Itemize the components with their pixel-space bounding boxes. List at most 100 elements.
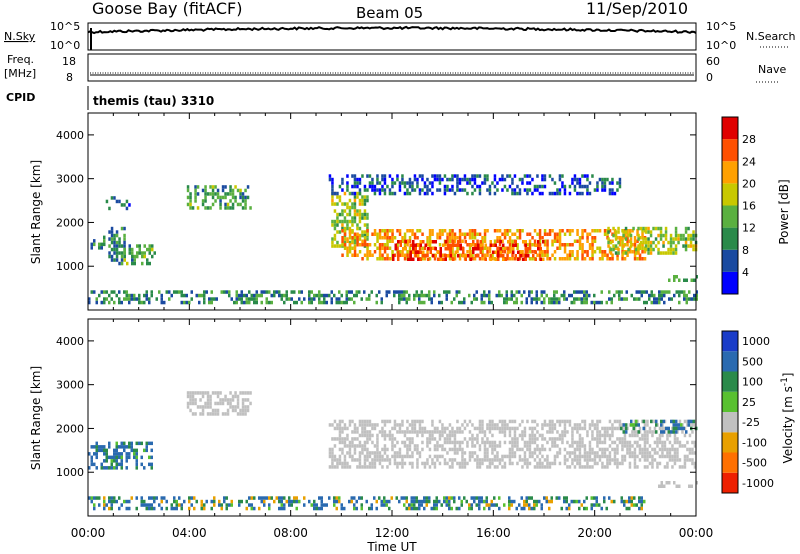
echo-cell: [108, 254, 111, 259]
echo-cell: [449, 254, 452, 258]
echo-cell: [548, 426, 552, 431]
echo-cell: [512, 250, 515, 254]
echo-cell: [638, 243, 642, 247]
echo-cell: [345, 297, 348, 301]
echo-cell: [578, 465, 582, 469]
echo-cell: [456, 461, 459, 466]
time-axis-label: Time UT: [366, 540, 417, 554]
echo-cell: [405, 496, 408, 500]
echo-cell: [478, 444, 482, 448]
echo-cell: [558, 496, 561, 500]
echo-cell: [478, 430, 482, 434]
echo-cell: [201, 202, 205, 207]
echo-cell: [502, 257, 505, 261]
echo-cell: [441, 253, 444, 257]
echo-cell: [128, 244, 131, 248]
echo-cell: [356, 209, 359, 213]
echo-cell: [667, 426, 670, 431]
echo-cell: [118, 462, 121, 467]
echo-cell: [626, 229, 629, 233]
echo-cell: [123, 203, 126, 207]
echo-cell: [486, 440, 489, 445]
echo-cell: [383, 188, 387, 192]
echo-cell: [341, 219, 344, 224]
echo-cell: [637, 251, 640, 255]
echo-cell: [229, 192, 232, 196]
echo-cell: [617, 226, 620, 231]
echo-cell: [378, 229, 382, 233]
echo-cell: [459, 247, 462, 251]
echo-cell: [551, 426, 554, 431]
echo-cell: [244, 408, 247, 413]
echo-cell: [528, 506, 531, 511]
echo-cell: [461, 239, 464, 243]
echo-cell: [413, 423, 417, 427]
echo-cell: [558, 419, 562, 424]
echo-cell: [553, 293, 556, 298]
echo-cell: [496, 451, 499, 455]
echo-cell: [641, 437, 644, 441]
echo-cell: [165, 506, 168, 511]
echo-cell: [194, 192, 197, 196]
echo-cell: [695, 275, 698, 279]
echo-cell: [551, 461, 554, 466]
echo-cell: [633, 440, 637, 445]
echo-cell: [526, 419, 529, 424]
echo-cell: [158, 503, 161, 507]
echo-cell: [380, 503, 383, 507]
echo-cell: [358, 440, 362, 445]
echo-cell: [456, 250, 459, 254]
echo-cell: [488, 430, 492, 434]
echo-cell: [600, 290, 603, 294]
echo-cell: [490, 499, 493, 504]
echo-cell: [110, 290, 113, 294]
echo-cell: [518, 191, 522, 196]
echo-cell: [113, 466, 116, 470]
echo-cell: [333, 444, 337, 448]
echo-cell: [338, 419, 342, 424]
echo-cell: [603, 229, 607, 233]
echo-cell: [239, 412, 242, 416]
echo-cell: [498, 444, 502, 448]
echo-cell: [239, 202, 242, 207]
echo-cell: [688, 290, 691, 294]
echo-cell: [371, 440, 374, 445]
echo-cell: [531, 236, 534, 240]
echo-cell: [443, 188, 447, 192]
echo-cell: [340, 300, 343, 305]
echo-cell: [661, 440, 664, 445]
echo-cell: [624, 251, 628, 255]
echo-cell: [406, 454, 409, 459]
echo-cell: [456, 181, 459, 185]
echo-cell: [555, 297, 558, 301]
echo-cell: [591, 250, 594, 254]
echo-cell: [361, 433, 364, 438]
echo-cell: [386, 419, 389, 424]
echo-cell: [209, 185, 212, 189]
echo-cell: [652, 240, 655, 245]
echo-cell: [563, 499, 566, 504]
echo-cell: [497, 247, 500, 251]
echo-cell: [216, 195, 220, 200]
echo-cell: [601, 250, 604, 254]
echo-cell: [523, 458, 527, 462]
echo-cell: [353, 195, 357, 199]
echo-cell: [88, 496, 91, 500]
date-title: 11/Sep/2010: [586, 0, 688, 18]
echo-cell: [502, 243, 505, 247]
echo-cell: [561, 257, 564, 261]
echo-cell: [667, 430, 670, 434]
echo-cell: [288, 496, 291, 500]
echo-cell: [125, 445, 128, 449]
echo-cell: [479, 247, 482, 251]
echo-cell: [591, 257, 594, 261]
echo-cell: [433, 503, 436, 507]
echo-cell: [581, 236, 584, 240]
echo-cell: [138, 244, 141, 248]
echo-cell: [393, 426, 397, 431]
echo-cell: [508, 174, 512, 178]
echo-cell: [381, 184, 384, 189]
echo-cell: [493, 184, 497, 189]
echo-cell: [346, 202, 349, 206]
echo-cell: [108, 293, 111, 298]
